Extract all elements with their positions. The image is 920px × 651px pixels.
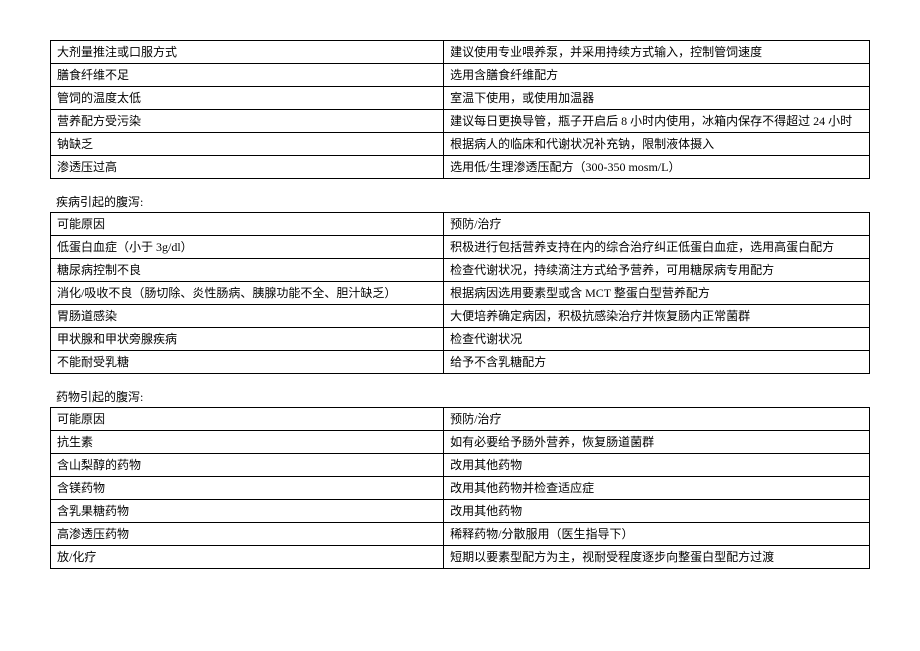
cell-treatment: 建议每日更换导管，瓶子开启后 8 小时内使用，冰箱内保存不得超过 24 小时 [444,110,870,133]
table-row: 膳食纤维不足 选用含膳食纤维配方 [51,64,870,87]
cell-treatment: 检查代谢状况，持续滴注方式给予营养，可用糖尿病专用配方 [444,259,870,282]
cell-cause: 甲状腺和甲状旁腺疾病 [51,328,444,351]
cell-treatment: 给予不含乳糖配方 [444,351,870,374]
cell-treatment: 改用其他药物 [444,454,870,477]
cell-treatment: 改用其他药物并检查适应症 [444,477,870,500]
table-row: 抗生素 如有必要给予肠外营养，恢复肠道菌群 [51,431,870,454]
cell-header-treatment: 预防/治疗 [444,408,870,431]
table-row: 管饲的温度太低 室温下使用，或使用加温器 [51,87,870,110]
table-row: 含山梨醇的药物 改用其他药物 [51,454,870,477]
table-disease: 可能原因 预防/治疗 低蛋白血症（小于 3g/dl） 积极进行包括营养支持在内的… [50,212,870,374]
cell-header-cause: 可能原因 [51,408,444,431]
cell-cause: 膳食纤维不足 [51,64,444,87]
cell-treatment: 如有必要给予肠外营养，恢复肠道菌群 [444,431,870,454]
table-row: 渗透压过高 选用低/生理渗透压配方（300-350 mosm/L） [51,156,870,179]
table-row: 营养配方受污染 建议每日更换导管，瓶子开启后 8 小时内使用，冰箱内保存不得超过… [51,110,870,133]
cell-treatment: 选用低/生理渗透压配方（300-350 mosm/L） [444,156,870,179]
table-row: 糖尿病控制不良 检查代谢状况，持续滴注方式给予营养，可用糖尿病专用配方 [51,259,870,282]
cell-cause: 钠缺乏 [51,133,444,156]
table-row: 可能原因 预防/治疗 [51,213,870,236]
cell-cause: 含镁药物 [51,477,444,500]
table-row: 含镁药物 改用其他药物并检查适应症 [51,477,870,500]
table-row: 消化/吸收不良（肠切除、炎性肠病、胰腺功能不全、胆汁缺乏） 根据病因选用要素型或… [51,282,870,305]
cell-treatment: 检查代谢状况 [444,328,870,351]
cell-cause: 不能耐受乳糖 [51,351,444,374]
cell-treatment: 短期以要素型配方为主，视耐受程度逐步向整蛋白型配方过渡 [444,546,870,569]
cell-cause: 消化/吸收不良（肠切除、炎性肠病、胰腺功能不全、胆汁缺乏） [51,282,444,305]
section-title-drug: 药物引起的腹泻: [50,388,870,405]
cell-cause: 含山梨醇的药物 [51,454,444,477]
cell-header-cause: 可能原因 [51,213,444,236]
cell-cause: 抗生素 [51,431,444,454]
cell-treatment: 选用含膳食纤维配方 [444,64,870,87]
table-row: 钠缺乏 根据病人的临床和代谢状况补充钠，限制液体摄入 [51,133,870,156]
table-drug: 可能原因 预防/治疗 抗生素 如有必要给予肠外营养，恢复肠道菌群 含山梨醇的药物… [50,407,870,569]
cell-cause: 糖尿病控制不良 [51,259,444,282]
cell-header-treatment: 预防/治疗 [444,213,870,236]
cell-treatment: 室温下使用，或使用加温器 [444,87,870,110]
table-row: 胃肠道感染 大便培养确定病因，积极抗感染治疗并恢复肠内正常菌群 [51,305,870,328]
table-row: 高渗透压药物 稀释药物/分散服用（医生指导下） [51,523,870,546]
cell-cause: 胃肠道感染 [51,305,444,328]
cell-cause: 低蛋白血症（小于 3g/dl） [51,236,444,259]
table-row: 甲状腺和甲状旁腺疾病 检查代谢状况 [51,328,870,351]
table-row: 可能原因 预防/治疗 [51,408,870,431]
table-1: 大剂量推注或口服方式 建议使用专业喂养泵，并采用持续方式输入，控制管饲速度 膳食… [50,40,870,179]
cell-cause: 渗透压过高 [51,156,444,179]
cell-treatment: 改用其他药物 [444,500,870,523]
cell-treatment: 稀释药物/分散服用（医生指导下） [444,523,870,546]
table-row: 放/化疗 短期以要素型配方为主，视耐受程度逐步向整蛋白型配方过渡 [51,546,870,569]
cell-cause: 含乳果糖药物 [51,500,444,523]
table-row: 含乳果糖药物 改用其他药物 [51,500,870,523]
table-row: 大剂量推注或口服方式 建议使用专业喂养泵，并采用持续方式输入，控制管饲速度 [51,41,870,64]
table-row: 低蛋白血症（小于 3g/dl） 积极进行包括营养支持在内的综合治疗纠正低蛋白血症… [51,236,870,259]
cell-cause: 高渗透压药物 [51,523,444,546]
cell-treatment: 建议使用专业喂养泵，并采用持续方式输入，控制管饲速度 [444,41,870,64]
cell-cause: 营养配方受污染 [51,110,444,133]
cell-cause: 大剂量推注或口服方式 [51,41,444,64]
section-title-disease: 疾病引起的腹泻: [50,193,870,210]
cell-treatment: 根据病人的临床和代谢状况补充钠，限制液体摄入 [444,133,870,156]
cell-cause: 放/化疗 [51,546,444,569]
table-row: 不能耐受乳糖 给予不含乳糖配方 [51,351,870,374]
cell-cause: 管饲的温度太低 [51,87,444,110]
cell-treatment: 大便培养确定病因，积极抗感染治疗并恢复肠内正常菌群 [444,305,870,328]
cell-treatment: 根据病因选用要素型或含 MCT 整蛋白型营养配方 [444,282,870,305]
cell-treatment: 积极进行包括营养支持在内的综合治疗纠正低蛋白血症，选用高蛋白配方 [444,236,870,259]
